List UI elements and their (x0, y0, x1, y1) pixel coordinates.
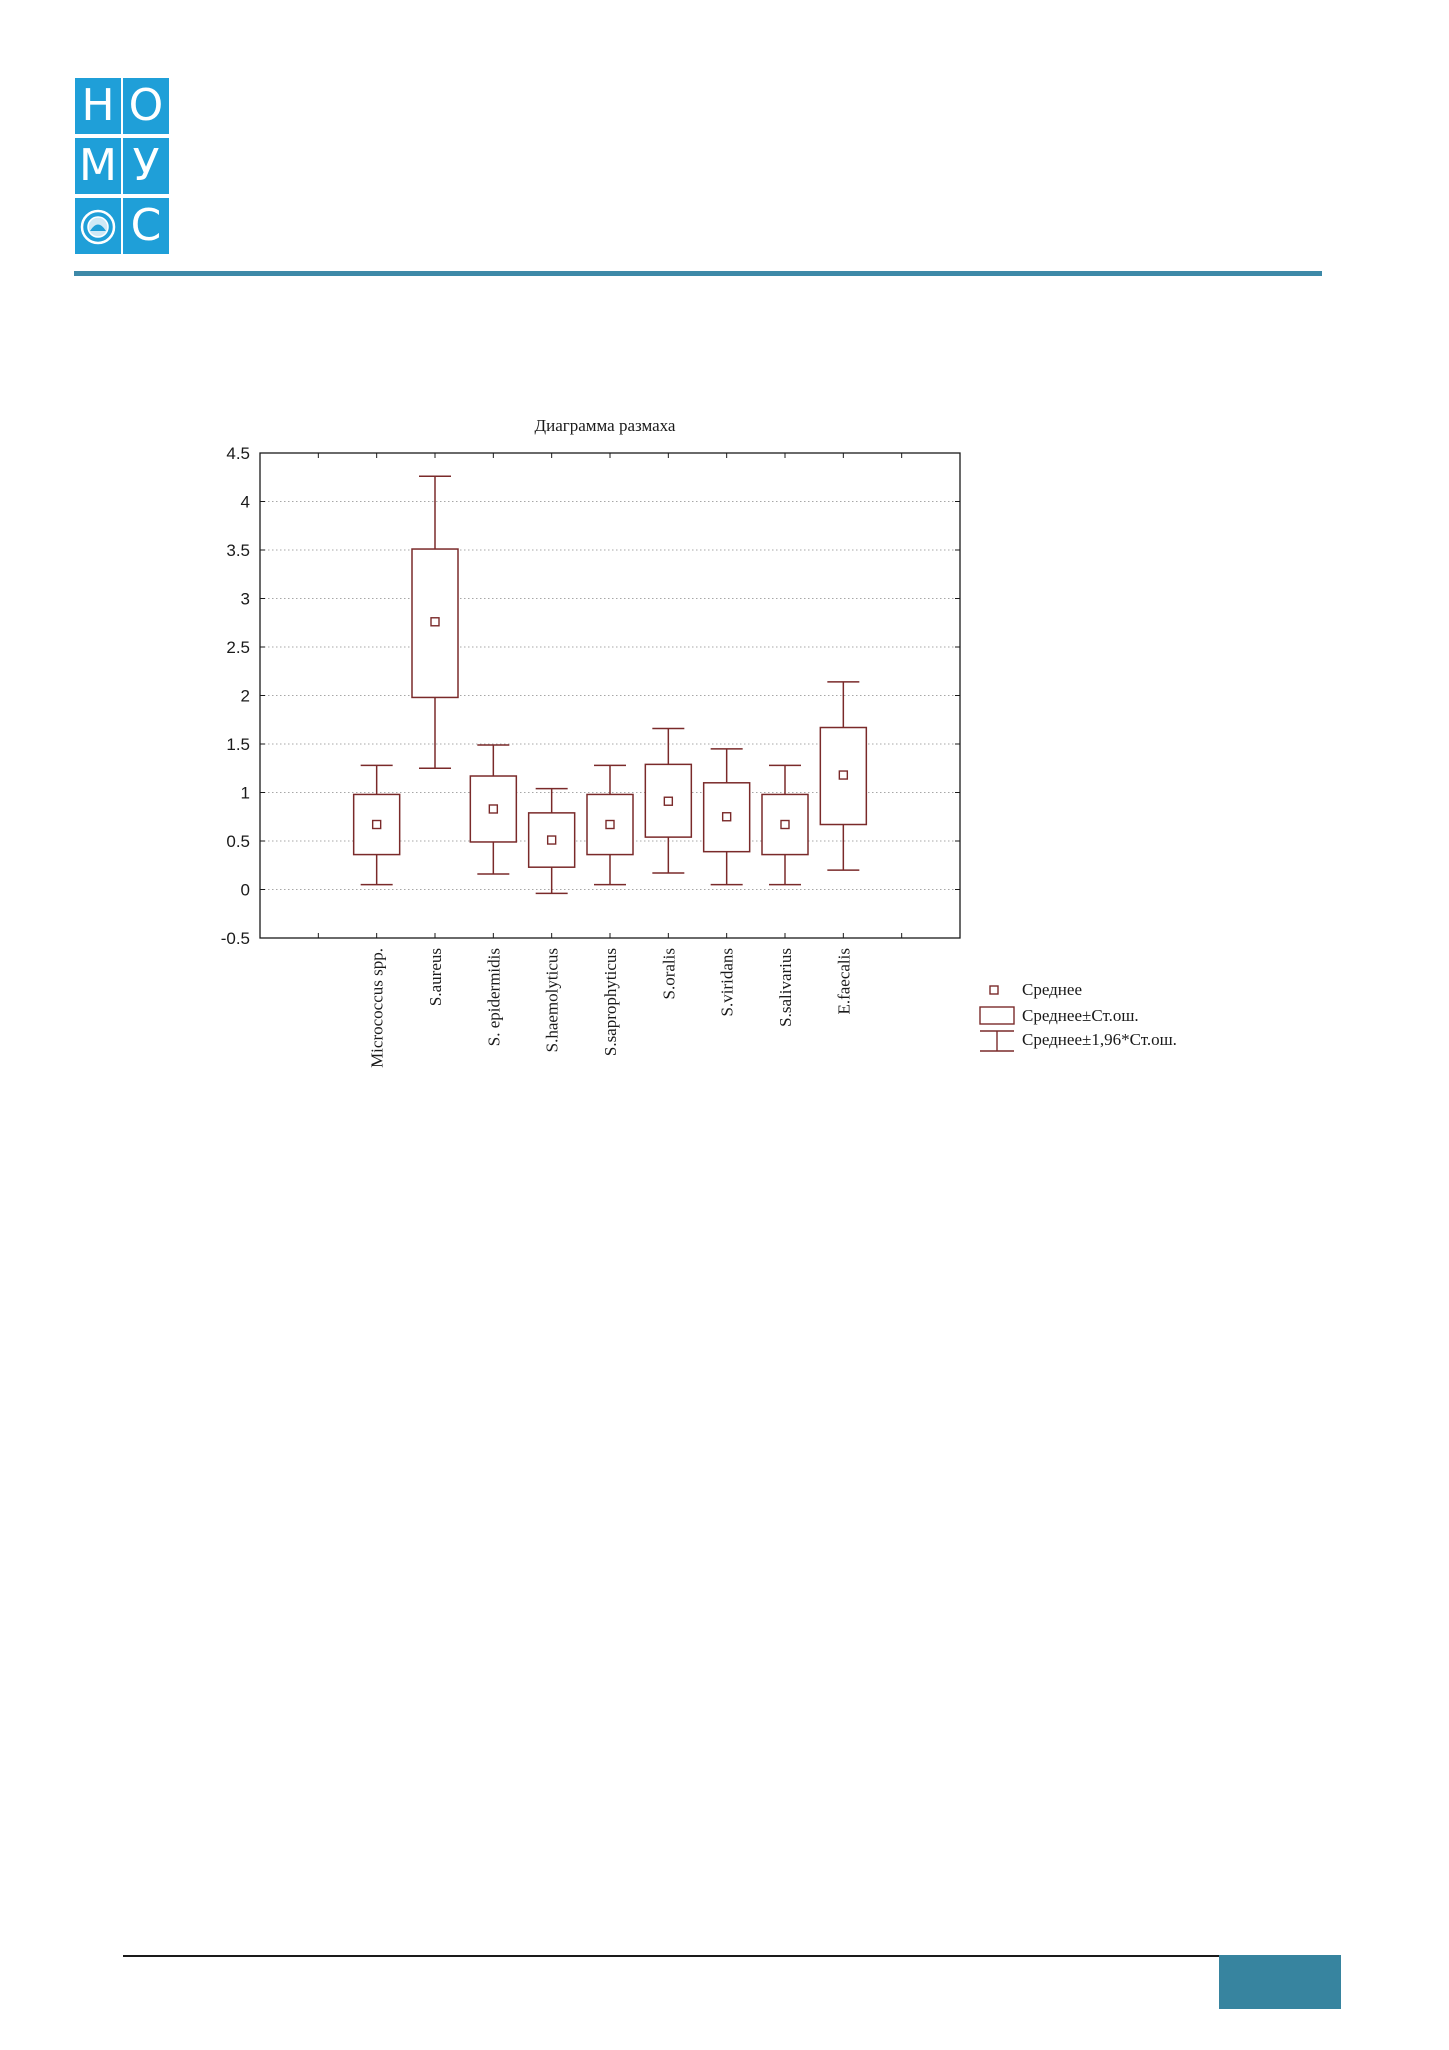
box-group (644, 727, 693, 874)
x-category-label: S.haemolyticus (543, 948, 562, 1052)
mean-marker (371, 819, 382, 830)
y-tick-label: 3 (241, 590, 250, 609)
mean-marker (430, 617, 440, 627)
mean-marker (838, 770, 849, 780)
logo-letter-n: Н (75, 78, 121, 134)
x-category-label: S.aureus (426, 948, 445, 1006)
legend: Среднее Среднее±Ст.ош. Среднее±1,96*Ст.ош. (979, 980, 1177, 1052)
mean-marker (605, 819, 615, 830)
x-category-label: S.viridans (718, 948, 737, 1016)
y-tick-label: 3.5 (226, 541, 250, 560)
logo-letter-m: М (75, 138, 121, 194)
logo-emblem-icon (75, 198, 121, 254)
mean-marker (780, 819, 790, 830)
footer-page-block (1219, 1955, 1341, 2009)
legend-mean-label: Среднее (1022, 980, 1082, 999)
legend-ci-label: Среднее±1,96*Ст.ош. (1022, 1030, 1177, 1049)
y-axis: -0.5 0 0.5 1 1.5 2 2.5 3 3.5 4 4.5 (221, 444, 960, 948)
x-category-label: S.saprophyticus (601, 948, 620, 1056)
y-tick-label: 0 (241, 881, 250, 900)
box-series (352, 475, 868, 895)
mean-marker (721, 812, 732, 822)
x-category-label: E.faecalis (834, 948, 853, 1015)
box-group (352, 764, 401, 886)
journal-logo: Н О М У С (75, 78, 169, 254)
y-tick-label: 2 (241, 687, 250, 706)
box-group (702, 748, 751, 886)
mean-marker (488, 804, 499, 814)
x-category-label: S.oralis (659, 948, 678, 999)
box-group (469, 744, 518, 875)
legend-box-label: Среднее±Ст.ош. (1022, 1006, 1139, 1025)
mean-marker (663, 796, 674, 806)
y-tick-label: 2.5 (226, 638, 250, 657)
y-tick-label: 4 (241, 493, 250, 512)
y-tick-label: 4.5 (226, 444, 250, 463)
box-group (527, 787, 576, 895)
x-category-label: Micrococcus spp. (368, 948, 387, 1068)
x-category-label: S. epidermidis (484, 948, 503, 1046)
y-tick-label: 1.5 (226, 735, 250, 754)
plot-frame (259, 452, 961, 939)
y-tick-label: 0.5 (226, 832, 250, 851)
box-group (819, 681, 868, 871)
x-axis: Micrococcus spp. S.aureus S. epidermidis S.… (317, 453, 903, 1068)
logo-letter-s: С (123, 198, 169, 254)
y-tick-label: -0.5 (221, 929, 250, 948)
box-group (761, 764, 809, 886)
x-category-label: S.salivarius (776, 948, 795, 1027)
header-rule (74, 271, 1322, 276)
footer-rule (123, 1955, 1220, 1957)
chart-svg: Диаграмма размаха -0.5 0 0.5 1 1.5 2 2.5 3 3.5 4 4… (221, 416, 1177, 1068)
chart-title: Диаграмма размаха (535, 416, 676, 435)
y-tick-label: 1 (241, 784, 250, 803)
box-group (586, 764, 634, 886)
box-group (411, 475, 459, 769)
emblem-icon (80, 209, 116, 245)
legend-mean-symbol (989, 985, 999, 995)
legend-box-symbol (979, 1006, 1015, 1025)
mean-marker (546, 835, 557, 845)
logo-letter-o: О (123, 78, 169, 134)
logo-letter-u: У (123, 138, 169, 194)
boxplot-chart: Диаграмма размаха -0.5 0 0.5 1 1.5 2 2.5 3 3.5 4 4… (200, 415, 1280, 1115)
